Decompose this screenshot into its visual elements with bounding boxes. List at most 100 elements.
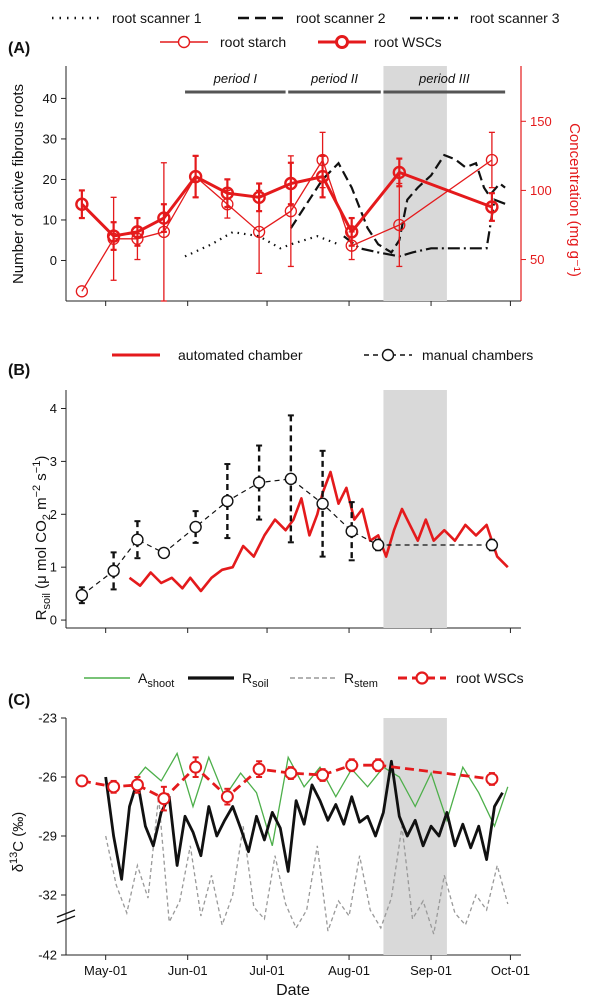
period-label: period I bbox=[213, 71, 258, 86]
data-point bbox=[345, 758, 359, 772]
series-root-starch bbox=[81, 158, 493, 292]
data-point bbox=[221, 494, 234, 508]
data-point bbox=[315, 169, 330, 184]
axis-break-mark-lower bbox=[56, 915, 76, 924]
data-point bbox=[189, 520, 202, 534]
y-tick-label: 4 bbox=[50, 401, 57, 416]
data-point bbox=[371, 758, 385, 772]
y-tick-label: 1 bbox=[50, 560, 57, 575]
x-tick-label: Jun-01 bbox=[168, 963, 208, 978]
data-point bbox=[485, 538, 499, 552]
legend-manual-label: manual chambers bbox=[422, 347, 533, 363]
y2-tick-label: 100 bbox=[530, 183, 552, 198]
y-tick-label: -26 bbox=[38, 770, 57, 785]
data-point bbox=[284, 472, 298, 486]
legend-starch-marker bbox=[177, 35, 191, 49]
x-tick-label: Aug-01 bbox=[328, 963, 370, 978]
panel-a-ylabel: Number of active fibrous roots bbox=[10, 84, 27, 284]
series-R-stem bbox=[105, 796, 509, 935]
data-point bbox=[316, 497, 329, 510]
y-tick-label: 30 bbox=[43, 131, 57, 146]
panel-b: (B) automated chamber manual chambers Rs… bbox=[8, 347, 533, 633]
y-tick-label: 0 bbox=[50, 253, 57, 268]
panel-a-tag: (A) bbox=[8, 40, 30, 57]
data-point bbox=[220, 186, 235, 200]
data-point bbox=[75, 197, 89, 211]
data-point bbox=[131, 533, 144, 546]
y-tick-label: 10 bbox=[43, 212, 57, 227]
data-point bbox=[485, 200, 499, 214]
data-point bbox=[316, 768, 330, 782]
data-point bbox=[188, 169, 203, 184]
data-point bbox=[284, 204, 298, 218]
y2-tick-label: 150 bbox=[530, 114, 552, 129]
x-tick-label: May-01 bbox=[84, 963, 127, 978]
panel-b-ylabel: Rsoil (μ mol CO2 m−2 s−1) bbox=[31, 456, 53, 621]
data-point bbox=[157, 211, 171, 225]
y-tick-label: 20 bbox=[43, 172, 57, 187]
y-tick-label: -29 bbox=[38, 829, 57, 844]
y-tick-label: -42 bbox=[38, 948, 57, 963]
panel-a: (A) root scanner 1 root scanner 2 root s… bbox=[8, 10, 583, 306]
data-point bbox=[284, 176, 298, 191]
series-root-WSCs bbox=[80, 170, 493, 238]
y-tick-label: 2 bbox=[50, 507, 57, 522]
legend-scanner3-label: root scanner 3 bbox=[470, 10, 560, 26]
data-point bbox=[107, 564, 120, 578]
panel-c: (C) Ashoot Rsoil Rstem root WSCs δ13C (‰… bbox=[8, 670, 530, 999]
data-point bbox=[344, 225, 359, 239]
data-point bbox=[107, 780, 121, 794]
legend-rstem-label: Rstem bbox=[344, 670, 378, 690]
x-axis-label: Date bbox=[276, 982, 310, 999]
data-point bbox=[485, 153, 499, 167]
data-point bbox=[220, 790, 234, 804]
data-point bbox=[392, 165, 407, 180]
y2-tick-label: 50 bbox=[530, 252, 544, 267]
legend-rootwsc-label: root WSCs bbox=[456, 670, 524, 686]
legend-rsoil-label: Rsoil bbox=[242, 670, 269, 690]
y-tick-label: 40 bbox=[43, 91, 57, 106]
data-point bbox=[189, 760, 203, 774]
x-tick-label: Jul-01 bbox=[249, 963, 284, 978]
series-A-shoot bbox=[128, 751, 509, 846]
data-point bbox=[284, 766, 298, 780]
data-point bbox=[252, 476, 266, 489]
legend-rootwsc-marker bbox=[415, 671, 429, 685]
panel-c-plot: May-01 Jun-01 Jul-01 Aug-01 Sep-01 Oct-01 -23 -… bbox=[38, 711, 530, 979]
panel-b-plot: 0 1 2 3 4 bbox=[50, 390, 511, 633]
series-automated-chamber bbox=[128, 470, 509, 593]
data-point bbox=[130, 778, 144, 792]
data-point bbox=[252, 190, 266, 205]
data-point bbox=[75, 589, 89, 602]
period-label: period III bbox=[418, 71, 470, 86]
data-point bbox=[106, 229, 121, 243]
data-point bbox=[157, 792, 171, 806]
panel-c-ylabel: δ13C (‰) bbox=[8, 812, 27, 873]
legend-scanner1-label: root scanner 1 bbox=[112, 10, 202, 26]
data-point bbox=[157, 546, 171, 560]
series-root-scanner-1 bbox=[184, 230, 339, 258]
data-point bbox=[393, 218, 406, 232]
shaded-interval bbox=[383, 390, 447, 628]
legend-wsc-label: root WSCs bbox=[374, 34, 442, 50]
data-point bbox=[130, 225, 145, 239]
shaded-interval bbox=[383, 66, 447, 301]
axis-break-mark-upper bbox=[56, 909, 76, 918]
data-point bbox=[75, 285, 89, 298]
data-point bbox=[485, 772, 499, 786]
y-tick-label: 0 bbox=[50, 613, 57, 628]
data-point bbox=[371, 538, 385, 552]
x-tick-label: Oct-01 bbox=[491, 963, 530, 978]
data-point bbox=[252, 762, 266, 776]
y-tick-label: -23 bbox=[38, 711, 57, 726]
legend-auto-label: automated chamber bbox=[178, 347, 303, 363]
panel-c-tag: (C) bbox=[8, 692, 30, 709]
x-tick-label: Sep-01 bbox=[410, 963, 452, 978]
legend-wsc-marker bbox=[335, 35, 349, 49]
series-root-scanner-3 bbox=[343, 198, 506, 258]
data-point bbox=[252, 225, 266, 239]
data-point bbox=[75, 774, 89, 788]
legend-starch-label: root starch bbox=[220, 34, 286, 50]
shaded-interval bbox=[383, 718, 447, 955]
y-tick-label: -32 bbox=[38, 888, 57, 903]
